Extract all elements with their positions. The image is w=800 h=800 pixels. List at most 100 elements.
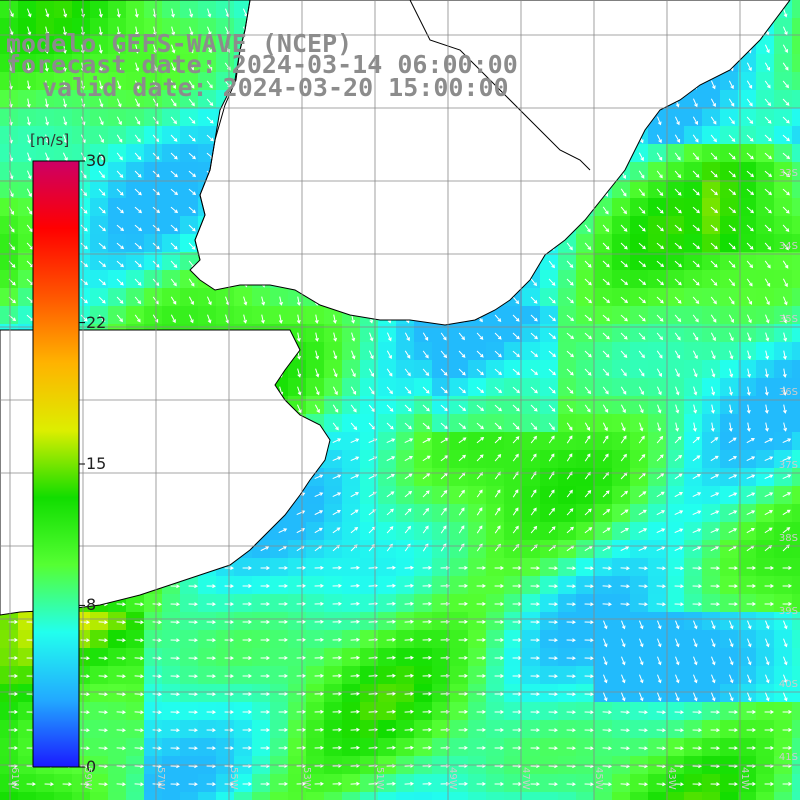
wind-arrow xyxy=(422,691,432,696)
wind-arrow xyxy=(746,98,753,107)
wind-cell xyxy=(414,414,432,432)
wind-cell xyxy=(396,792,414,800)
wind-cell xyxy=(612,558,630,576)
wind-arrow xyxy=(620,350,628,358)
wind-cell xyxy=(738,252,756,270)
wind-arrow xyxy=(747,332,752,342)
wind-cell xyxy=(558,288,576,306)
wind-arrow xyxy=(584,692,594,697)
wind-arrow xyxy=(98,8,103,18)
wind-cell xyxy=(540,396,558,414)
wind-arrow xyxy=(422,601,432,606)
wind-cell xyxy=(558,396,576,414)
wind-cell xyxy=(702,378,720,396)
wind-arrow xyxy=(80,638,90,643)
wind-arrow xyxy=(548,507,555,516)
wind-cell xyxy=(252,630,270,648)
wind-arrow xyxy=(765,350,769,360)
wind-arrow xyxy=(440,507,447,516)
wind-arrow xyxy=(530,404,538,412)
wind-cell xyxy=(738,180,756,198)
wind-arrow xyxy=(440,565,450,570)
wind-arrow xyxy=(566,746,576,751)
wind-arrow xyxy=(656,584,666,589)
wind-arrow xyxy=(170,296,177,305)
wind-arrow xyxy=(747,656,752,666)
wind-arrow xyxy=(134,170,142,178)
wind-arrow xyxy=(765,656,770,666)
wind-cell xyxy=(612,774,630,792)
wind-cell xyxy=(612,702,630,720)
wind-cell xyxy=(720,414,738,432)
wind-cell xyxy=(432,414,450,432)
wind-cell xyxy=(666,216,684,234)
wind-arrow xyxy=(783,296,788,306)
wind-arrow xyxy=(602,206,609,215)
wind-arrow xyxy=(566,692,576,697)
model-title: modelo GEFS-WAVE (NCEP) xyxy=(6,29,353,58)
wind-arrow xyxy=(782,601,792,606)
wind-cell xyxy=(108,216,126,234)
wind-cell xyxy=(90,108,108,126)
wind-cell xyxy=(576,774,594,792)
wind-arrow xyxy=(674,332,681,341)
wind-arrow xyxy=(620,782,630,787)
wind-cell xyxy=(540,630,558,648)
wind-arrow xyxy=(369,332,374,342)
wind-arrow xyxy=(27,8,32,18)
wind-arrow xyxy=(656,728,666,733)
wind-cell xyxy=(414,774,432,792)
wind-cell xyxy=(720,396,738,414)
wind-arrow xyxy=(674,368,680,378)
wind-cell xyxy=(360,324,378,342)
wind-cell xyxy=(396,648,414,666)
wind-cell xyxy=(36,18,54,36)
wind-arrow xyxy=(458,437,467,444)
wind-cell xyxy=(306,558,324,576)
wind-cell xyxy=(702,504,720,522)
wind-cell xyxy=(468,594,486,612)
wind-cell xyxy=(180,738,198,756)
wind-cell xyxy=(792,18,800,36)
wind-cell xyxy=(666,522,684,540)
wind-cell xyxy=(216,792,234,800)
wind-cell xyxy=(576,558,594,576)
wind-cell xyxy=(594,594,612,612)
wind-arrow xyxy=(404,583,414,588)
wind-cell xyxy=(774,360,792,378)
wind-cell xyxy=(648,486,666,504)
wind-cell xyxy=(0,630,18,648)
wind-arrow xyxy=(512,404,520,412)
wind-arrow xyxy=(656,491,665,498)
wind-arrow xyxy=(638,491,647,498)
wind-arrow xyxy=(530,278,538,287)
wind-arrow xyxy=(657,656,662,666)
wind-cell xyxy=(756,594,774,612)
wind-cell xyxy=(558,630,576,648)
wind-cell xyxy=(756,342,774,360)
wind-arrow xyxy=(548,674,558,679)
wind-arrow xyxy=(170,710,180,715)
wind-arrow xyxy=(728,332,734,342)
wind-arrow xyxy=(584,224,591,233)
wind-cell xyxy=(144,54,162,72)
wind-arrow xyxy=(458,745,468,750)
wind-cell xyxy=(414,450,432,468)
wind-cell xyxy=(720,576,738,594)
wind-arrow xyxy=(674,296,682,304)
wind-arrow xyxy=(656,278,665,286)
wind-arrow xyxy=(566,674,576,679)
wind-arrow xyxy=(764,188,773,196)
wind-arrow xyxy=(404,745,414,750)
wind-cell xyxy=(756,306,774,324)
wind-cell xyxy=(756,648,774,666)
wind-cell xyxy=(144,648,162,666)
wind-arrow xyxy=(80,674,90,679)
wind-cell xyxy=(342,432,360,450)
wind-arrow xyxy=(566,508,574,516)
wind-cell xyxy=(252,558,270,576)
wind-cell xyxy=(450,522,468,540)
wind-cell xyxy=(522,432,540,450)
wind-arrow xyxy=(332,619,342,624)
wind-cell xyxy=(720,648,738,666)
